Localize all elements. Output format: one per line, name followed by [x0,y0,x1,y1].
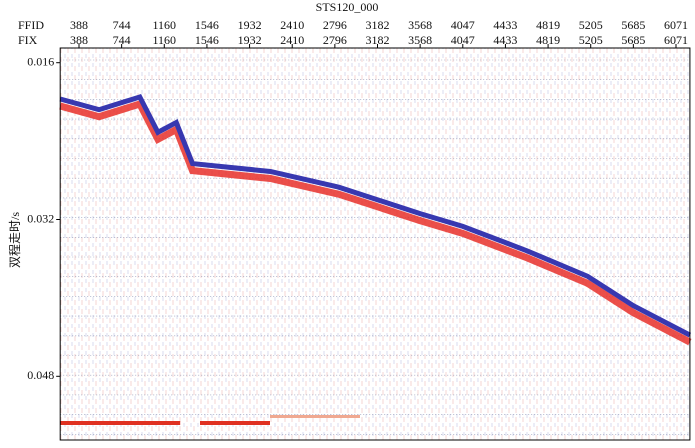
fix-tick-label: 5685 [621,33,645,47]
fix-tick-label: 2796 [323,33,347,47]
ffid-tick-label: 6071 [664,18,688,32]
ffid-tick-label: 2796 [323,18,347,32]
ffid-tick-label: 3182 [366,18,390,32]
ffid-tick-label: 1160 [153,18,177,32]
fix-tick-label: 3182 [366,33,390,47]
fix-tick-label: 5205 [579,33,603,47]
y-tick-label: 0.016 [27,54,54,68]
fix-tick-label: 4819 [536,33,560,47]
reflection-band [59,99,692,346]
ffid-tick-label: 4433 [493,18,517,32]
bottom-reflection [270,415,360,418]
row-label: FIX [18,33,38,47]
plot-frame [59,47,691,441]
bottom-reflection [60,421,181,425]
fix-tick-label: 4433 [493,33,517,47]
ffid-tick-label: 4819 [536,18,560,32]
ffid-tick-label: 2410 [280,18,304,32]
ffid-tick-label: 5205 [579,18,603,32]
row-label: FFID [18,18,44,32]
horizon-line [59,93,692,338]
plot-texture [60,48,690,440]
y-tick-label: 0.048 [27,368,54,382]
fix-tick-label: 1160 [153,33,177,47]
chart-title: STS120_000 [316,0,379,14]
ffid-tick-label: 5685 [621,18,645,32]
ffid-tick-label: 1932 [238,18,262,32]
ffid-tick-label: 388 [70,18,88,32]
y-axis-label: 双程走时/s [7,212,22,268]
fix-tick-label: 388 [70,33,88,47]
fix-tick-label: 4047 [451,33,475,47]
ffid-tick-label: 744 [113,18,131,32]
ffid-tick-label: 3568 [408,18,432,32]
fix-tick-label: 6071 [664,33,688,47]
bottom-reflection [200,421,270,425]
fix-tick-label: 1546 [195,33,219,47]
fix-tick-label: 3568 [408,33,432,47]
ffid-tick-label: 1546 [195,18,219,32]
fix-tick-label: 2410 [280,33,304,47]
fix-tick-label: 744 [113,33,131,47]
ffid-tick-label: 4047 [451,18,475,32]
y-tick-label: 0.032 [27,211,54,225]
fix-tick-label: 1932 [238,33,262,47]
